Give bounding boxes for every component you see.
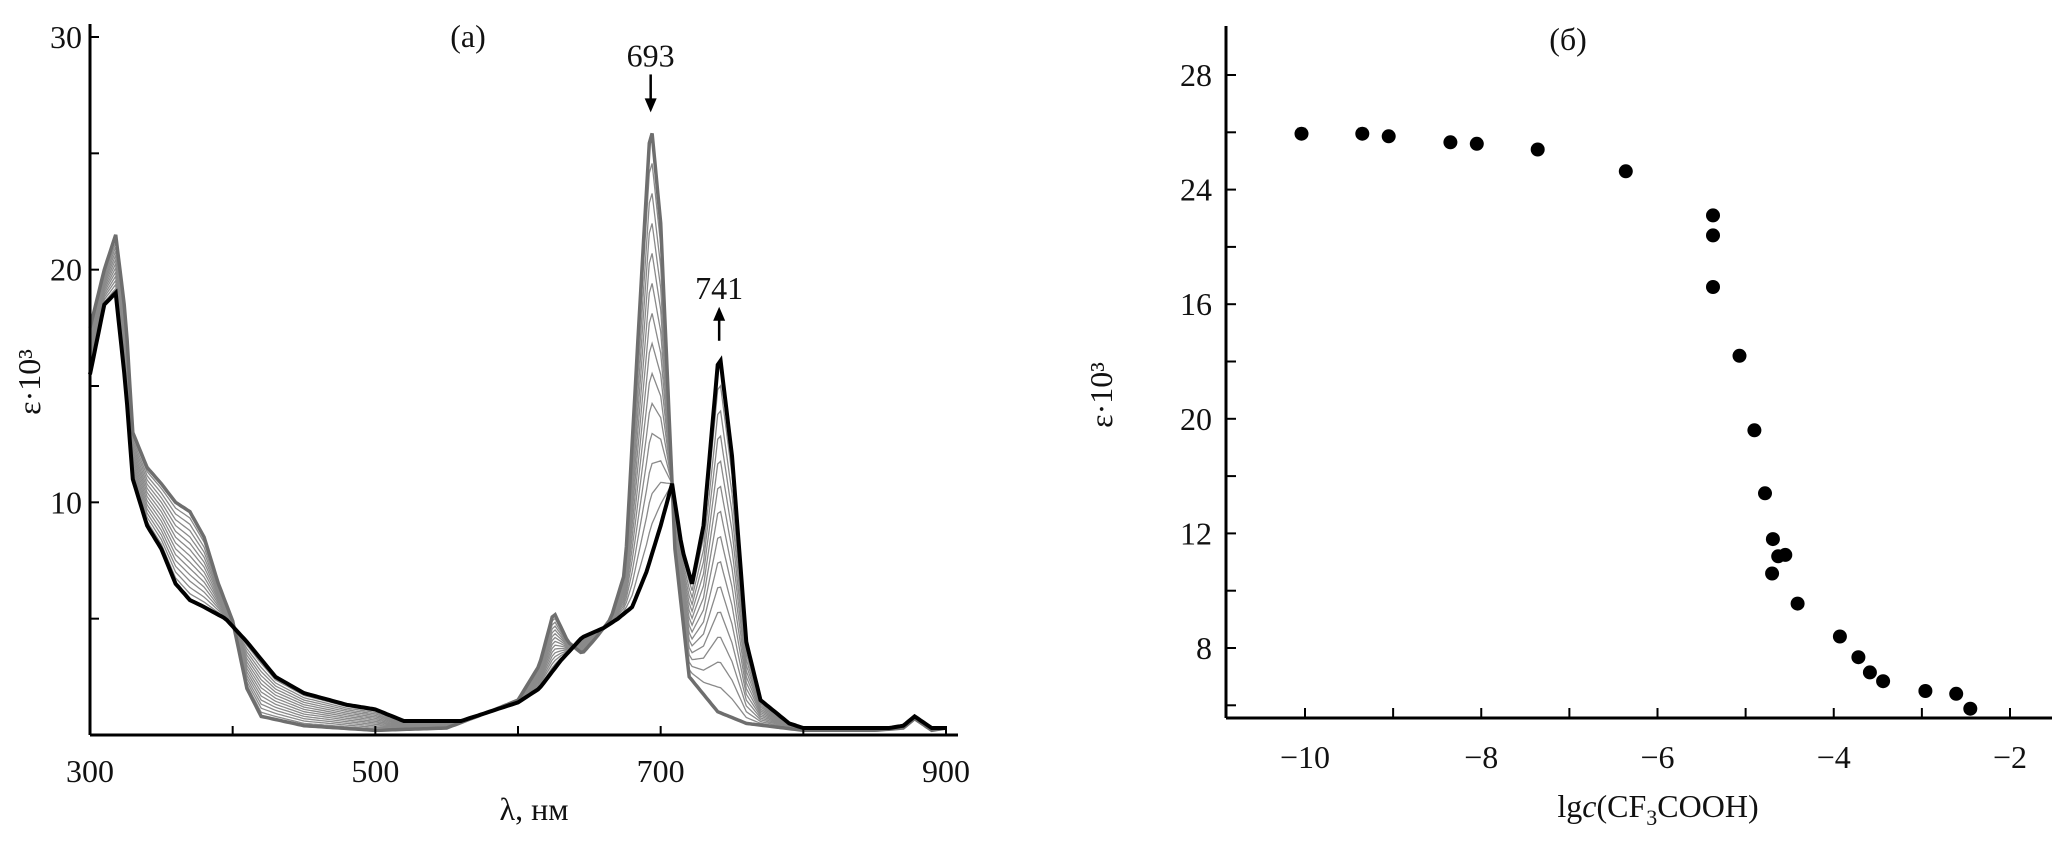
intermediate-spectrum-line [89, 282, 947, 730]
y-tick-label: 20 [50, 252, 82, 288]
panel-a-axes: 300 500 700 900 10 20 30 [50, 19, 970, 789]
data-point [1443, 135, 1458, 150]
intermediate-spectrum-line [89, 223, 947, 731]
y-tick-label: 16 [1180, 286, 1212, 322]
x-tick-label: 700 [637, 753, 685, 789]
panel-b-axes: −10 −8 −6 −4 −2 28 24 16 20 12 8 [1180, 26, 2052, 775]
x-tick-label: −8 [1464, 739, 1498, 775]
intermediate-spectrum-line [89, 287, 947, 729]
intermediate-spectrum-line [89, 274, 947, 730]
data-point [1706, 228, 1720, 243]
x-tick-label: −10 [1280, 739, 1330, 775]
data-point [1706, 208, 1720, 223]
y-tick-label: 28 [1180, 57, 1212, 93]
y-tick-label: 30 [50, 19, 82, 55]
data-point [1963, 701, 1978, 716]
data-point [1706, 280, 1720, 294]
data-point [1778, 547, 1793, 562]
data-point [1862, 665, 1877, 680]
y-tick-label: 12 [1180, 515, 1212, 551]
data-point [1747, 423, 1762, 438]
data-point [1832, 629, 1847, 644]
data-point [1758, 486, 1772, 501]
spectra-curves [88, 132, 947, 733]
intermediate-spectrum-line [89, 163, 947, 731]
y-tick-label: 24 [1180, 172, 1212, 208]
intermediate-spectrum-line [89, 193, 947, 731]
peak-annotations: 693 741 [627, 37, 743, 341]
data-point [1765, 532, 1780, 547]
data-point [1876, 674, 1891, 689]
data-point [1732, 348, 1747, 363]
peak-label: 741 [695, 270, 743, 306]
panel-a-y-axis-label: ε·10³ [11, 349, 47, 415]
data-point [1294, 126, 1309, 141]
data-point [1618, 164, 1633, 179]
intermediate-spectrum-line [89, 253, 947, 731]
panel-b-x-axis-label: lgc(CF3COOH) [1557, 788, 1758, 830]
panel-a-x-axis-label: λ, нм [500, 791, 569, 827]
data-point [1530, 142, 1545, 157]
arrow-up-icon [713, 306, 726, 321]
y-tick-label: 10 [50, 484, 82, 520]
panel-b-label: (б) [1549, 21, 1587, 57]
x-tick-label: 300 [66, 753, 114, 789]
x-tick-label: −4 [1817, 739, 1851, 775]
x-tick-label: −6 [1640, 739, 1674, 775]
intermediate-spectrum-line [89, 261, 947, 730]
panel-b-scatter: −10 −8 −6 −4 −2 28 24 16 20 12 8 (б) ε·10³ lgc(CF3… [1083, 21, 2052, 830]
intermediate-spectrum-line [89, 257, 947, 730]
x-tick-label: 900 [922, 753, 970, 789]
data-point [1918, 684, 1933, 698]
intermediate-spectrum-line [89, 248, 947, 731]
scatter-points [1294, 126, 1978, 716]
panel-a-label: (a) [450, 18, 486, 54]
x-tick-label: 500 [351, 753, 399, 789]
panel-b-y-axis-label: ε·10³ [1083, 362, 1119, 428]
data-point [1851, 650, 1866, 665]
panel-a-spectra: 300 500 700 900 10 20 30 (a) ε·10³ λ, нм 693 74… [11, 18, 970, 827]
peak-label: 693 [627, 37, 675, 73]
data-point [1469, 136, 1484, 151]
initial-spectrum-line [88, 132, 947, 733]
intermediate-spectrum-line [89, 270, 947, 730]
data-point [1355, 126, 1370, 141]
data-point [1381, 129, 1396, 144]
intermediate-spectrum-line [89, 278, 947, 730]
data-point [1949, 686, 1964, 701]
intermediate-spectrum-line [89, 265, 947, 730]
y-tick-label: 20 [1180, 401, 1212, 437]
y-tick-label: 8 [1196, 630, 1212, 666]
arrow-down-icon [644, 98, 657, 113]
final-spectrum-line [88, 288, 946, 730]
data-point [1765, 566, 1780, 581]
data-point [1790, 596, 1805, 611]
x-tick-label: −2 [1993, 739, 2027, 775]
